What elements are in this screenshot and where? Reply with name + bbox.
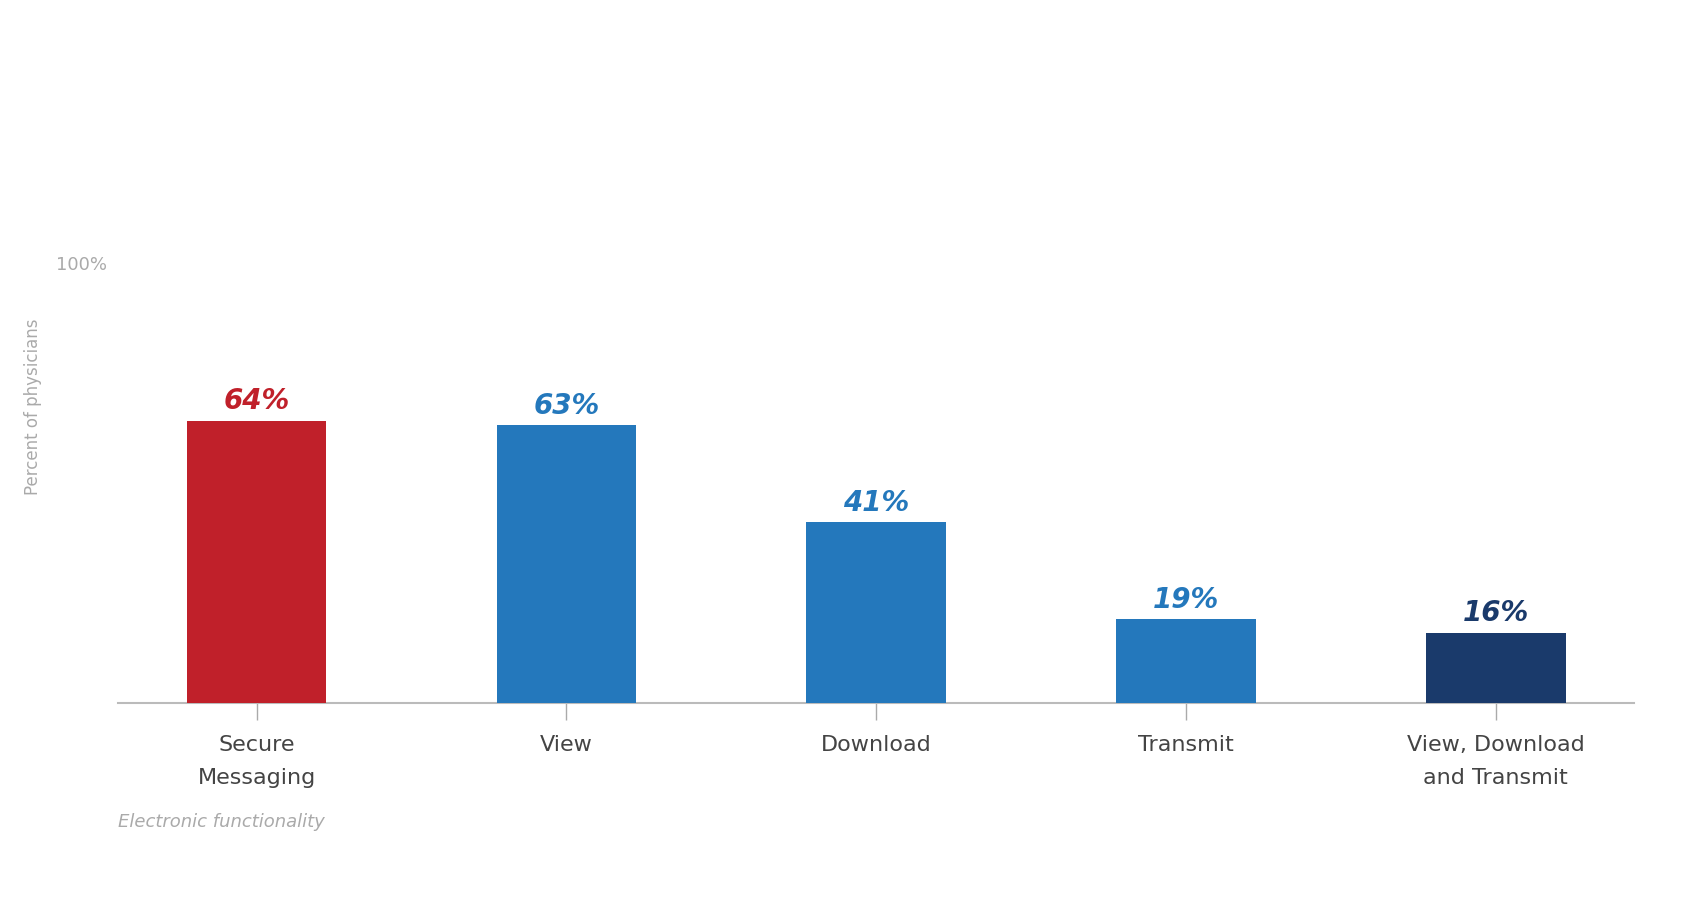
Text: Electronic functionality: Electronic functionality — [118, 812, 325, 830]
Text: 63%: 63% — [532, 391, 600, 419]
Text: 19%: 19% — [1153, 585, 1220, 613]
Bar — [187, 421, 327, 704]
Text: 16%: 16% — [1463, 598, 1528, 626]
Bar — [807, 523, 945, 704]
Y-axis label: Percent of physicians: Percent of physicians — [24, 318, 42, 494]
Bar — [497, 426, 637, 704]
Text: 64%: 64% — [224, 387, 290, 415]
Bar — [1426, 633, 1565, 704]
Bar — [1115, 620, 1255, 704]
Text: 41%: 41% — [842, 488, 910, 516]
